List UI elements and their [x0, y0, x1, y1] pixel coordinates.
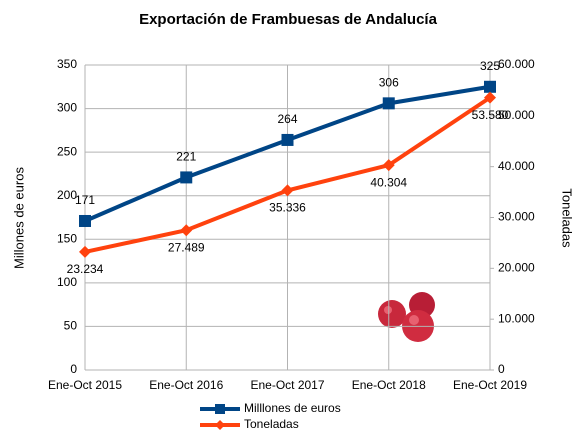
legend-marker [215, 420, 225, 430]
data-label: 40.304 [370, 175, 407, 189]
data-label: 35.336 [269, 201, 306, 215]
y-axis-title: Millones de euros [11, 167, 26, 269]
data-label: 325 [480, 59, 500, 73]
y2-axis-title: Toneladas [560, 188, 575, 248]
point-marker [281, 184, 294, 197]
y2-tick-label: 0 [498, 362, 505, 376]
y2-tick-label: 40.000 [498, 159, 535, 173]
data-label: 306 [379, 76, 399, 90]
y2-tick-label: 30.000 [498, 210, 535, 224]
y-tick-label: 350 [57, 57, 77, 71]
data-label: 171 [75, 193, 95, 207]
y2-tick-label: 20.000 [498, 261, 535, 275]
data-label: 27.489 [168, 240, 205, 254]
point-marker [382, 159, 395, 172]
y-tick-label: 50 [64, 319, 78, 333]
y-tick-label: 250 [57, 144, 77, 158]
y2-tick-label: 10.000 [498, 311, 535, 325]
y-tick-label: 300 [57, 101, 77, 115]
raspberry-decoration [378, 292, 435, 342]
legend-label: Milllones de euros [244, 401, 341, 415]
point-marker [281, 133, 294, 146]
data-label: 221 [176, 150, 196, 164]
legend-label: Toneladas [244, 417, 299, 431]
y-tick-label: 150 [57, 231, 77, 245]
y2-tick-label: 60.000 [498, 57, 535, 71]
point-marker [382, 97, 395, 110]
x-tick-label: Ene-Oct 2016 [149, 378, 223, 392]
data-label: 264 [277, 112, 297, 126]
point-marker [484, 80, 496, 93]
point-marker [484, 91, 496, 104]
x-tick-label: Ene-Oct 2017 [250, 378, 324, 392]
x-tick-label: Ene-Oct 2019 [453, 378, 527, 392]
x-tick-label: Ene-Oct 2015 [48, 378, 122, 392]
legend-marker [215, 404, 225, 414]
y2-tick-label: 50.000 [498, 108, 535, 122]
y-tick-label: 100 [57, 275, 77, 289]
point-marker [180, 224, 193, 237]
y-tick-label: 0 [70, 362, 77, 376]
data-label: 53.580 [472, 108, 509, 122]
point-marker [79, 214, 91, 227]
chart-title: Exportación de Frambuesas de Andalucía [139, 11, 438, 28]
point-marker [79, 245, 91, 258]
x-tick-label: Ene-Oct 2018 [352, 378, 426, 392]
point-marker [180, 171, 193, 184]
y-tick-label: 200 [57, 188, 77, 202]
data-label: 23.234 [67, 262, 104, 276]
